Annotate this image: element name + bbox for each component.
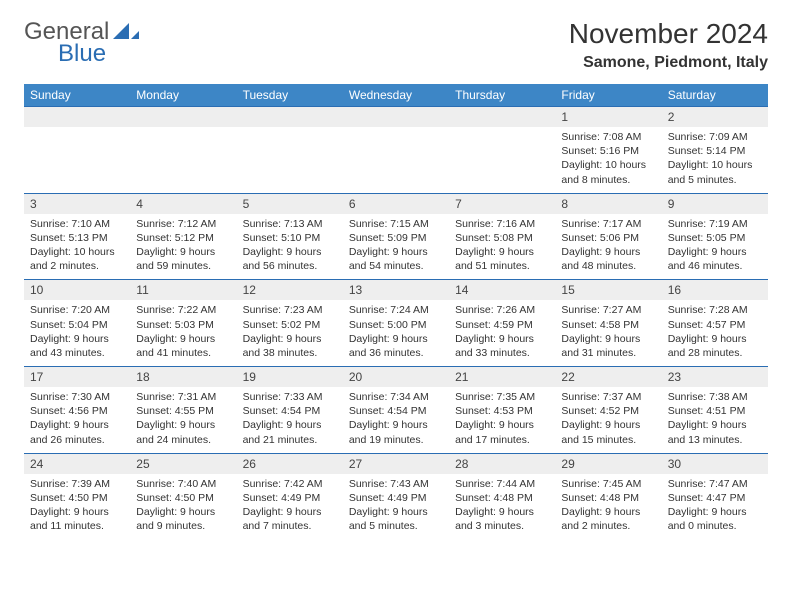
day-number-cell: 3: [24, 193, 130, 214]
day-content-cell: Sunrise: 7:42 AMSunset: 4:49 PMDaylight:…: [237, 474, 343, 540]
logo: General Blue: [24, 18, 139, 68]
day-number-cell: 15: [555, 280, 661, 301]
day-content-cell: Sunrise: 7:34 AMSunset: 4:54 PMDaylight:…: [343, 387, 449, 453]
day-number-cell: [130, 107, 236, 128]
day-number-cell: 24: [24, 453, 130, 474]
day-content-cell: Sunrise: 7:23 AMSunset: 5:02 PMDaylight:…: [237, 300, 343, 366]
day-content-cell: Sunrise: 7:22 AMSunset: 5:03 PMDaylight:…: [130, 300, 236, 366]
day-number-cell: 12: [237, 280, 343, 301]
day-number-cell: 1: [555, 107, 661, 128]
day-number-cell: 16: [662, 280, 768, 301]
day-number-cell: 17: [24, 367, 130, 388]
month-title: November 2024: [569, 18, 768, 50]
day-content-row: Sunrise: 7:30 AMSunset: 4:56 PMDaylight:…: [24, 387, 768, 453]
day-content-row: Sunrise: 7:08 AMSunset: 5:16 PMDaylight:…: [24, 127, 768, 193]
day-number-cell: 13: [343, 280, 449, 301]
day-number-cell: 5: [237, 193, 343, 214]
day-content-cell: Sunrise: 7:44 AMSunset: 4:48 PMDaylight:…: [449, 474, 555, 540]
day-content-cell: Sunrise: 7:27 AMSunset: 4:58 PMDaylight:…: [555, 300, 661, 366]
day-content-cell: Sunrise: 7:13 AMSunset: 5:10 PMDaylight:…: [237, 214, 343, 280]
day-content-cell: Sunrise: 7:33 AMSunset: 4:54 PMDaylight:…: [237, 387, 343, 453]
day-content-cell: Sunrise: 7:20 AMSunset: 5:04 PMDaylight:…: [24, 300, 130, 366]
day-number-cell: 10: [24, 280, 130, 301]
day-number-row: 3456789: [24, 193, 768, 214]
day-number-cell: 27: [343, 453, 449, 474]
day-number-row: 12: [24, 107, 768, 128]
day-content-cell: Sunrise: 7:08 AMSunset: 5:16 PMDaylight:…: [555, 127, 661, 193]
day-number-row: 17181920212223: [24, 367, 768, 388]
day-content-cell: Sunrise: 7:43 AMSunset: 4:49 PMDaylight:…: [343, 474, 449, 540]
logo-text-blue: Blue: [58, 40, 106, 68]
calendar-page: General Blue November 2024 Samone, Piedm…: [0, 0, 792, 557]
day-number-cell: 29: [555, 453, 661, 474]
day-content-cell: Sunrise: 7:10 AMSunset: 5:13 PMDaylight:…: [24, 214, 130, 280]
weekday-header: Saturday: [662, 84, 768, 107]
day-number-cell: [24, 107, 130, 128]
day-number-cell: 23: [662, 367, 768, 388]
day-content-cell: Sunrise: 7:45 AMSunset: 4:48 PMDaylight:…: [555, 474, 661, 540]
day-content-cell: Sunrise: 7:40 AMSunset: 4:50 PMDaylight:…: [130, 474, 236, 540]
weekday-header: Wednesday: [343, 84, 449, 107]
day-content-cell: Sunrise: 7:37 AMSunset: 4:52 PMDaylight:…: [555, 387, 661, 453]
weekday-header: Friday: [555, 84, 661, 107]
day-number-cell: 18: [130, 367, 236, 388]
day-number-cell: 19: [237, 367, 343, 388]
day-content-cell: [130, 127, 236, 193]
day-content-cell: Sunrise: 7:12 AMSunset: 5:12 PMDaylight:…: [130, 214, 236, 280]
day-number-row: 24252627282930: [24, 453, 768, 474]
logo-sail-icon: [113, 21, 139, 46]
day-number-cell: 26: [237, 453, 343, 474]
day-number-cell: 8: [555, 193, 661, 214]
day-number-cell: 9: [662, 193, 768, 214]
day-content-cell: [343, 127, 449, 193]
day-number-cell: 6: [343, 193, 449, 214]
day-content-row: Sunrise: 7:39 AMSunset: 4:50 PMDaylight:…: [24, 474, 768, 540]
day-number-cell: [449, 107, 555, 128]
day-content-cell: Sunrise: 7:26 AMSunset: 4:59 PMDaylight:…: [449, 300, 555, 366]
day-content-cell: Sunrise: 7:47 AMSunset: 4:47 PMDaylight:…: [662, 474, 768, 540]
calendar-body: 12Sunrise: 7:08 AMSunset: 5:16 PMDayligh…: [24, 107, 768, 540]
day-content-cell: Sunrise: 7:19 AMSunset: 5:05 PMDaylight:…: [662, 214, 768, 280]
day-content-cell: Sunrise: 7:31 AMSunset: 4:55 PMDaylight:…: [130, 387, 236, 453]
day-number-cell: 14: [449, 280, 555, 301]
day-content-cell: Sunrise: 7:24 AMSunset: 5:00 PMDaylight:…: [343, 300, 449, 366]
day-content-cell: Sunrise: 7:39 AMSunset: 4:50 PMDaylight:…: [24, 474, 130, 540]
day-number-cell: 7: [449, 193, 555, 214]
day-content-row: Sunrise: 7:20 AMSunset: 5:04 PMDaylight:…: [24, 300, 768, 366]
day-content-cell: [24, 127, 130, 193]
day-number-cell: 11: [130, 280, 236, 301]
weekday-header: Sunday: [24, 84, 130, 107]
location: Samone, Piedmont, Italy: [569, 54, 768, 72]
title-block: November 2024 Samone, Piedmont, Italy: [569, 18, 768, 72]
day-number-cell: 30: [662, 453, 768, 474]
day-content-cell: Sunrise: 7:38 AMSunset: 4:51 PMDaylight:…: [662, 387, 768, 453]
day-content-row: Sunrise: 7:10 AMSunset: 5:13 PMDaylight:…: [24, 214, 768, 280]
day-number-cell: 4: [130, 193, 236, 214]
day-number-cell: [237, 107, 343, 128]
day-number-cell: [343, 107, 449, 128]
day-number-cell: 2: [662, 107, 768, 128]
calendar-table: Sunday Monday Tuesday Wednesday Thursday…: [24, 84, 768, 539]
day-content-cell: Sunrise: 7:09 AMSunset: 5:14 PMDaylight:…: [662, 127, 768, 193]
weekday-header: Monday: [130, 84, 236, 107]
day-content-cell: [449, 127, 555, 193]
weekday-header-row: Sunday Monday Tuesday Wednesday Thursday…: [24, 84, 768, 107]
day-content-cell: Sunrise: 7:17 AMSunset: 5:06 PMDaylight:…: [555, 214, 661, 280]
weekday-header: Thursday: [449, 84, 555, 107]
day-number-cell: 22: [555, 367, 661, 388]
day-content-cell: Sunrise: 7:16 AMSunset: 5:08 PMDaylight:…: [449, 214, 555, 280]
day-number-cell: 28: [449, 453, 555, 474]
header: General Blue November 2024 Samone, Piedm…: [24, 18, 768, 72]
day-content-cell: [237, 127, 343, 193]
day-number-cell: 20: [343, 367, 449, 388]
day-number-row: 10111213141516: [24, 280, 768, 301]
day-number-cell: 25: [130, 453, 236, 474]
day-content-cell: Sunrise: 7:15 AMSunset: 5:09 PMDaylight:…: [343, 214, 449, 280]
day-content-cell: Sunrise: 7:30 AMSunset: 4:56 PMDaylight:…: [24, 387, 130, 453]
day-number-cell: 21: [449, 367, 555, 388]
day-content-cell: Sunrise: 7:28 AMSunset: 4:57 PMDaylight:…: [662, 300, 768, 366]
day-content-cell: Sunrise: 7:35 AMSunset: 4:53 PMDaylight:…: [449, 387, 555, 453]
weekday-header: Tuesday: [237, 84, 343, 107]
